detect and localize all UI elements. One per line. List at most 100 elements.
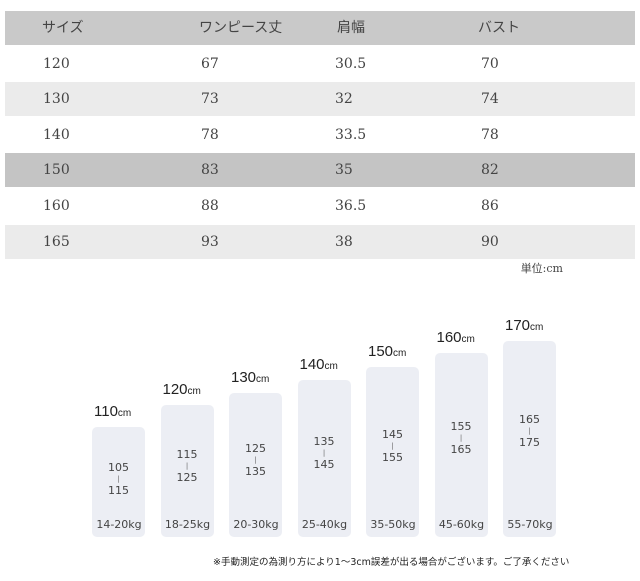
- cell-length: 93: [201, 233, 219, 250]
- table-row: 150 83 35 82: [5, 153, 635, 188]
- range-separator: |: [391, 441, 394, 450]
- header-size: サイズ: [42, 20, 84, 36]
- height-unit: cm: [393, 348, 407, 359]
- range-low: 115: [176, 448, 198, 462]
- range-separator: |: [459, 433, 463, 442]
- weight-range: 55-70kg: [507, 518, 553, 531]
- header-shoulder: 肩幅: [337, 20, 365, 36]
- height-bar: [229, 393, 282, 537]
- range-low: 135: [313, 434, 335, 448]
- range-low: 155: [450, 419, 472, 433]
- height-unit: cm: [324, 361, 338, 372]
- weight-range: 45-60kg: [438, 518, 485, 531]
- height-value: 130: [231, 369, 257, 386]
- range-low: 105: [108, 460, 129, 474]
- height-bar: [503, 341, 556, 537]
- cell-bust: 90: [481, 233, 499, 250]
- cell-length: 78: [201, 126, 219, 143]
- cell-shoulder: 32: [335, 91, 353, 108]
- range-separator: |: [117, 474, 120, 483]
- cell-size: 160: [43, 197, 70, 214]
- height-label: 160cm: [437, 329, 475, 347]
- height-value: 120: [162, 381, 188, 398]
- height-value: 150: [368, 343, 394, 360]
- height-range: 145 | 155: [366, 426, 419, 466]
- height-label: 140cm: [300, 356, 338, 374]
- height-range: 115 | 125: [161, 446, 214, 486]
- height-value: 140: [299, 356, 325, 373]
- unit-label: 単位:cm: [520, 262, 563, 275]
- range-low: 165: [519, 413, 540, 427]
- range-separator: |: [185, 462, 189, 471]
- height-bar: [366, 367, 419, 537]
- height-unit: cm: [530, 322, 544, 333]
- range-separator: |: [528, 427, 531, 436]
- range-high: 135: [245, 464, 266, 478]
- height-range: 165 | 175: [503, 411, 556, 451]
- table-header-row: サイズ ワンピース丈 肩幅 バスト: [5, 11, 635, 45]
- height-unit: cm: [117, 408, 132, 419]
- range-high: 115: [108, 483, 129, 497]
- table-row: 130 73 32 74: [5, 82, 635, 117]
- range-separator: |: [254, 455, 257, 464]
- cell-length: 83: [201, 162, 219, 179]
- range-high: 125: [176, 471, 198, 485]
- height-range: 135 | 145: [298, 433, 351, 473]
- cell-shoulder: 36.5: [335, 197, 367, 214]
- table-row: 165 93 38 90: [5, 224, 635, 259]
- height-bar: [160, 405, 214, 537]
- cell-length: 67: [201, 55, 219, 72]
- height-value: 110: [94, 403, 118, 420]
- table-row: 160 88 36.5 86: [5, 189, 635, 223]
- table-row: 140 78 33.5 78: [5, 118, 635, 152]
- weight-range: 20-30kg: [233, 518, 279, 531]
- height-bar: [434, 353, 488, 537]
- range-low: 145: [382, 427, 403, 441]
- height-value: 160: [436, 329, 462, 346]
- cell-shoulder: 30.5: [335, 55, 367, 72]
- measurement-note: ※手動測定の為測り方により1～3cm誤差が出る場合がございます。ご了承ください: [213, 557, 570, 568]
- height-label: 170cm: [505, 317, 543, 335]
- height-bar: [297, 380, 351, 537]
- range-high: 145: [313, 457, 335, 471]
- height-range: 105 | 115: [92, 459, 145, 499]
- header-length: ワンピース丈: [199, 20, 283, 36]
- header-bust: バスト: [478, 20, 520, 36]
- range-low: 125: [245, 441, 266, 455]
- height-unit: cm: [461, 334, 475, 345]
- height-unit: cm: [256, 374, 270, 385]
- weight-range: 14-20kg: [96, 518, 142, 531]
- height-value: 170: [505, 317, 531, 334]
- table-row: 120 67 30.5 70: [5, 47, 635, 81]
- cell-size: 150: [43, 162, 70, 179]
- cell-bust: 86: [481, 197, 499, 214]
- height-label: 130cm: [231, 369, 269, 387]
- height-label: 110cm: [94, 403, 131, 421]
- height-range: 155 | 165: [435, 418, 488, 458]
- weight-range: 18-25kg: [164, 518, 211, 531]
- cell-shoulder: 38: [335, 233, 353, 250]
- size-table: サイズ ワンピース丈 肩幅 バスト 120 67 30.5 70 130 73 …: [5, 11, 635, 260]
- cell-size: 140: [43, 126, 70, 143]
- cell-size: 165: [43, 233, 70, 250]
- height-bar: [92, 427, 145, 537]
- range-high: 175: [519, 436, 540, 450]
- range-separator: |: [322, 448, 326, 457]
- height-label: 150cm: [368, 343, 406, 361]
- cell-shoulder: 35: [335, 162, 353, 179]
- cell-size: 120: [43, 55, 70, 72]
- cell-length: 73: [201, 91, 219, 108]
- weight-range: 35-50kg: [370, 518, 416, 531]
- cell-bust: 74: [481, 91, 499, 108]
- cell-shoulder: 33.5: [335, 126, 367, 143]
- range-high: 165: [450, 442, 472, 456]
- cell-bust: 78: [481, 126, 499, 143]
- weight-range: 25-40kg: [301, 518, 348, 531]
- cell-size: 130: [43, 91, 70, 108]
- cell-length: 88: [201, 197, 219, 214]
- height-range: 125 | 135: [229, 440, 282, 480]
- cell-bust: 82: [481, 162, 499, 179]
- range-high: 155: [382, 450, 403, 464]
- height-label: 120cm: [163, 381, 201, 399]
